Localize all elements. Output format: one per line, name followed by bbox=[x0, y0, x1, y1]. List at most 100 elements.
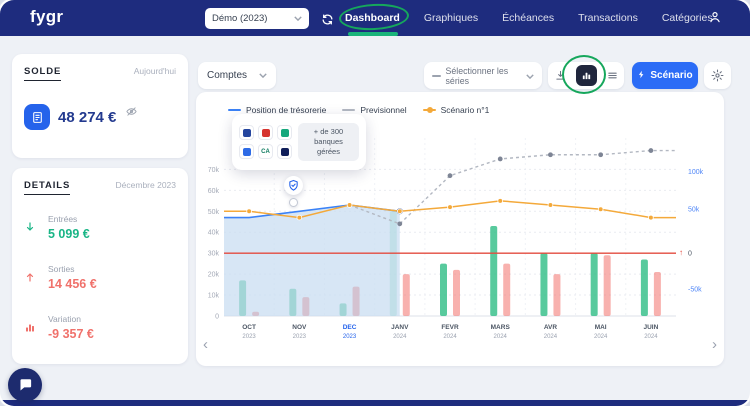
x-axis-month: FEVR bbox=[441, 324, 459, 331]
x-axis-year: 2024 bbox=[594, 334, 608, 340]
balance-card-title: SOLDE bbox=[24, 66, 62, 81]
shield-check-icon bbox=[284, 176, 303, 195]
nav-item-transactions[interactable]: Transactions bbox=[578, 12, 638, 24]
bank-logo-icon bbox=[258, 125, 273, 140]
arrow-down-icon bbox=[24, 214, 40, 241]
bar-sorties bbox=[503, 263, 511, 316]
chevron-down-icon bbox=[294, 13, 302, 24]
download-icon[interactable] bbox=[550, 65, 571, 86]
scenario-dot bbox=[246, 208, 252, 215]
detail-row-sorties: Sorties 14 456 € bbox=[24, 264, 97, 291]
nav-item-categories[interactable]: Catégories bbox=[661, 12, 713, 24]
legend-position-tresorerie[interactable]: Position de trésorerie bbox=[228, 105, 326, 115]
y-axis-tick: 60k bbox=[208, 188, 220, 195]
banks-tooltip-text: + de 300 banques gérées bbox=[298, 123, 359, 161]
scenario-button[interactable]: Scénario bbox=[632, 62, 698, 89]
series-select[interactable]: Sélectionner les séries bbox=[424, 62, 542, 89]
scenario-dot bbox=[497, 198, 504, 204]
nav-item-echeances[interactable]: Échéances bbox=[502, 12, 555, 24]
invoice-icon bbox=[24, 104, 50, 130]
treasury-area bbox=[224, 205, 400, 316]
bar-entrees bbox=[540, 253, 548, 316]
chart-prev-arrow[interactable]: ‹ bbox=[203, 336, 208, 353]
x-axis-month: AVR bbox=[544, 324, 558, 331]
legend-previsionnel[interactable]: Previsionnel bbox=[342, 105, 407, 115]
x-axis-month: OCT bbox=[242, 324, 256, 331]
y-axis-tick: 70k bbox=[208, 167, 220, 174]
scenario-dot bbox=[346, 202, 353, 208]
threshold-arrow-icon: ↑ bbox=[679, 248, 683, 257]
chart-next-arrow[interactable]: › bbox=[712, 336, 717, 353]
forecast-dot bbox=[598, 152, 604, 158]
lightning-icon bbox=[637, 70, 646, 82]
forecast-dot bbox=[447, 173, 453, 179]
legend-label: Previsionnel bbox=[360, 105, 407, 115]
details-card-title: DETAILS bbox=[24, 180, 71, 195]
user-icon[interactable] bbox=[708, 10, 722, 29]
scenario-dot bbox=[648, 214, 654, 221]
nav-item-dashboard[interactable]: Dashboard bbox=[345, 12, 400, 24]
cashflow-chart: 0 10k 20k 30k 40k 50k 60k 70k ↑ 100k 50k 0 -50k OCT 20… bbox=[208, 138, 704, 340]
bar-entrees bbox=[490, 225, 498, 316]
legend-swatch bbox=[422, 107, 436, 113]
detail-label: Variation bbox=[48, 314, 81, 324]
nav-menu: Dashboard Graphiques Échéances Transacti… bbox=[345, 0, 713, 36]
x-axis-year: 2024 bbox=[443, 334, 457, 340]
x-axis-month: MAI bbox=[595, 324, 607, 331]
chevron-down-icon bbox=[259, 70, 267, 81]
bank-logos-grid: CA bbox=[239, 125, 292, 159]
legend-swatch bbox=[228, 109, 241, 111]
detail-label: Entrées bbox=[48, 214, 78, 224]
workspace-select[interactable]: Démo (2023) bbox=[205, 8, 309, 29]
scenario-dot bbox=[447, 204, 453, 210]
y-axis-tick: 30k bbox=[208, 251, 220, 258]
right-axis-tick: -50k bbox=[688, 286, 702, 293]
bar-chart-view-icon[interactable] bbox=[575, 65, 597, 86]
x-axis-year: 2024 bbox=[644, 334, 658, 340]
x-axis-month: JUIN bbox=[643, 324, 658, 331]
x-axis-year: 2024 bbox=[544, 334, 558, 340]
y-axis-tick: 40k bbox=[208, 230, 220, 237]
bar-sorties bbox=[402, 274, 410, 316]
forecast-dot bbox=[397, 221, 403, 227]
list-view-icon[interactable] bbox=[602, 65, 623, 86]
detail-row-entrees: Entrées 5 099 € bbox=[24, 214, 90, 241]
balance-card: SOLDE Aujourd'hui 48 274 € bbox=[12, 54, 188, 158]
balance-card-period: Aujourd'hui bbox=[133, 66, 176, 76]
forecast-line bbox=[349, 149, 676, 225]
settings-gear-icon[interactable] bbox=[704, 62, 731, 89]
refresh-icon[interactable] bbox=[319, 11, 335, 27]
active-tab-underline bbox=[348, 32, 398, 36]
bar-entrees bbox=[590, 253, 598, 316]
details-card: DETAILS Décembre 2023 Entrées 5 099 € So… bbox=[12, 168, 188, 364]
accounts-dropdown[interactable]: Comptes bbox=[198, 62, 276, 89]
workspace-select-value: Démo (2023) bbox=[212, 13, 268, 24]
forecast-dot bbox=[497, 156, 503, 162]
chevron-down-icon bbox=[526, 71, 534, 81]
fygr-logo: fygr bbox=[30, 7, 64, 26]
bar-entrees bbox=[440, 263, 447, 316]
bank-logo-icon bbox=[277, 125, 292, 140]
legend-label: Scénario n°1 bbox=[440, 105, 490, 115]
nav-item-graphiques[interactable]: Graphiques bbox=[423, 12, 479, 24]
detail-value: 14 456 € bbox=[48, 277, 97, 291]
chat-bubble-button[interactable] bbox=[8, 368, 42, 402]
eye-off-icon[interactable] bbox=[126, 104, 138, 122]
arrow-up-icon bbox=[24, 264, 40, 291]
legend-swatch bbox=[342, 109, 356, 111]
legend-scenario-1[interactable]: Scénario n°1 bbox=[422, 105, 490, 115]
chart-annotation-marker bbox=[289, 198, 298, 207]
right-axis-tick: 100k bbox=[688, 169, 704, 176]
detail-value: 5 099 € bbox=[48, 227, 90, 241]
x-axis-year: 2024 bbox=[494, 334, 508, 340]
y-axis-tick: 10k bbox=[208, 293, 220, 300]
series-select-placeholder: Sélectionner les séries bbox=[445, 65, 509, 86]
mini-bars-icon bbox=[24, 314, 40, 341]
bank-logo-icon: CA bbox=[258, 144, 273, 159]
x-axis-year: 2023 bbox=[242, 334, 256, 340]
x-axis-year: 2023 bbox=[293, 334, 307, 340]
scenario-dot bbox=[547, 202, 554, 208]
bank-logo-icon bbox=[239, 144, 254, 159]
top-navbar: fygr Démo (2023) Dashboard Graphiques Éc… bbox=[0, 0, 750, 36]
